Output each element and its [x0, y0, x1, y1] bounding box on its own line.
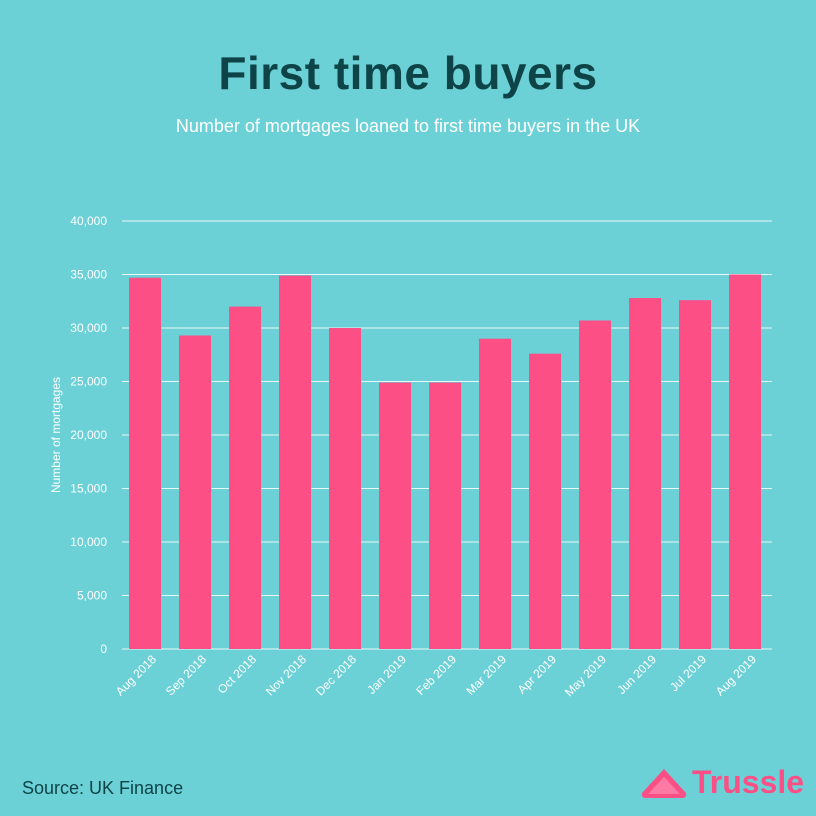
y-tick-label: 5,000	[77, 589, 107, 603]
x-tick-label: Aug 2019	[713, 652, 759, 698]
y-tick-label: 0	[100, 642, 107, 656]
x-tick-label: Jul 2019	[667, 652, 709, 694]
x-tick-label: Jun 2019	[614, 652, 659, 697]
x-tick-label: Nov 2018	[263, 652, 309, 698]
bar	[479, 338, 511, 649]
x-tick-label: May 2019	[562, 652, 609, 699]
bar	[379, 382, 411, 649]
bar	[529, 353, 561, 649]
bar	[179, 335, 211, 649]
x-tick-label: Sep 2018	[163, 652, 209, 698]
x-tick-label: Apr 2019	[515, 652, 560, 697]
bar	[229, 306, 261, 649]
chart-title: First time buyers	[218, 47, 598, 99]
y-tick-label: 40,000	[70, 214, 107, 228]
bar	[129, 277, 161, 649]
y-tick-label: 20,000	[70, 428, 107, 442]
y-tick-label: 10,000	[70, 535, 107, 549]
x-tick-label: Jan 2019	[364, 652, 409, 697]
bar	[729, 274, 761, 649]
x-tick-label: Mar 2019	[463, 652, 509, 698]
x-tick-label: Aug 2018	[113, 652, 159, 698]
y-tick-label: 30,000	[70, 321, 107, 335]
bar	[429, 382, 461, 649]
y-tick-label: 15,000	[70, 482, 107, 496]
bar	[629, 298, 661, 649]
brand-logo: Trussle	[640, 764, 804, 804]
bar	[579, 320, 611, 649]
x-tick-label: Dec 2018	[313, 652, 359, 698]
x-tick-label: Feb 2019	[413, 652, 459, 698]
bar	[279, 275, 311, 649]
y-axis-label: Number of mortgages	[49, 377, 63, 493]
chart-subtitle: Number of mortgages loaned to first time…	[175, 116, 641, 136]
y-tick-label: 25,000	[70, 375, 107, 389]
bar	[679, 300, 711, 649]
brand-name: Trussle	[692, 764, 805, 800]
logo-house-icon	[641, 769, 687, 798]
bar	[329, 328, 361, 649]
source-note: Source: UK Finance	[22, 778, 184, 798]
y-tick-label: 35,000	[70, 268, 107, 282]
x-tick-label: Oct 2018	[215, 652, 260, 697]
